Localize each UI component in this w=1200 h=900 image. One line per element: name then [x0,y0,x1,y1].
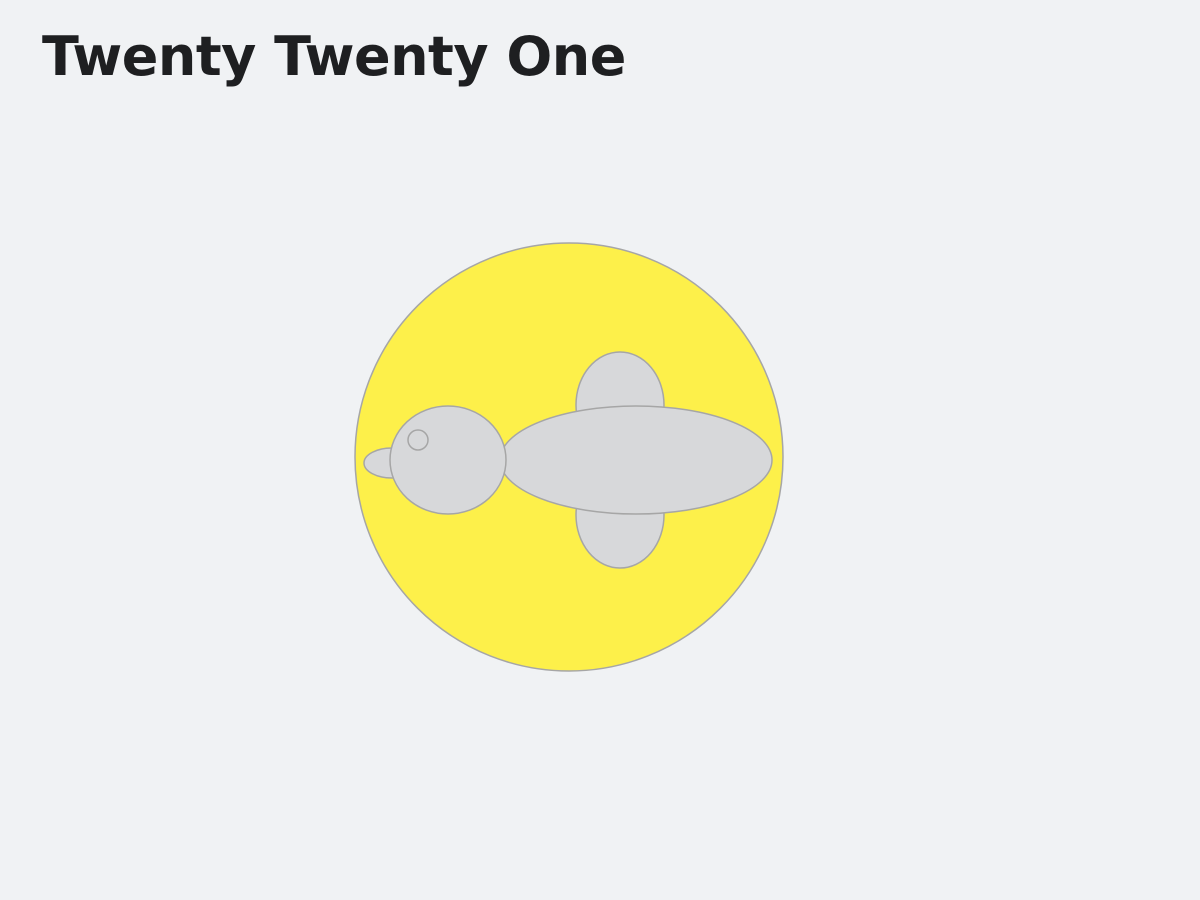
duck-in-circle-icon [354,242,784,672]
duck-body [499,405,773,515]
site-title[interactable]: Twenty Twenty One [42,25,626,88]
duck-head [389,405,507,515]
duck-eye [407,429,429,451]
